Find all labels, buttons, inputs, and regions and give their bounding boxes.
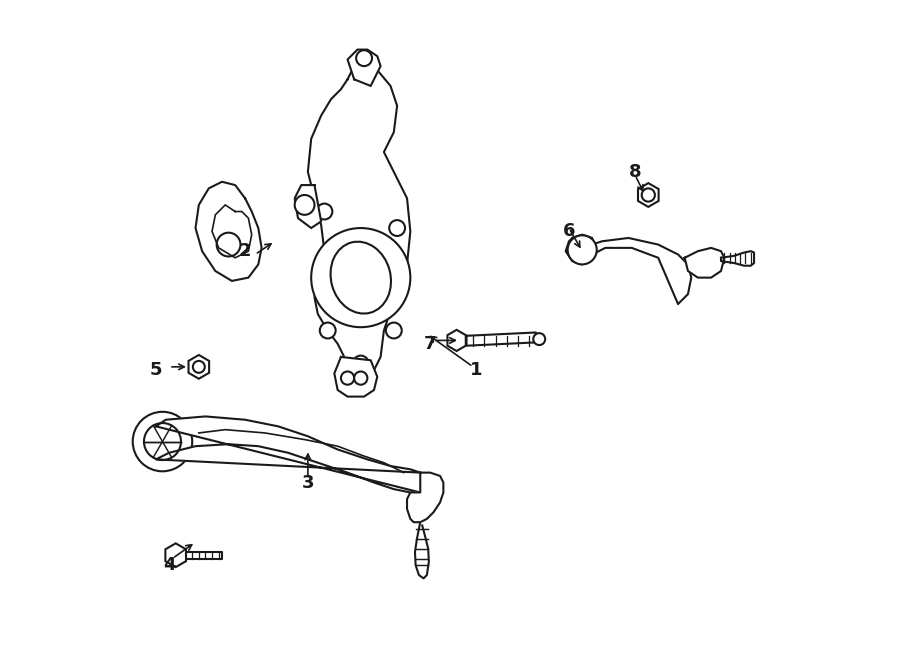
Circle shape bbox=[193, 361, 205, 373]
Polygon shape bbox=[721, 251, 754, 266]
Text: 6: 6 bbox=[562, 222, 575, 241]
Circle shape bbox=[132, 412, 193, 471]
Ellipse shape bbox=[330, 242, 391, 313]
Text: 1: 1 bbox=[470, 361, 482, 379]
Text: 7: 7 bbox=[424, 334, 436, 353]
Circle shape bbox=[568, 235, 597, 264]
Polygon shape bbox=[156, 416, 420, 492]
Polygon shape bbox=[347, 50, 381, 86]
Text: 3: 3 bbox=[302, 473, 314, 492]
Polygon shape bbox=[592, 238, 691, 304]
Polygon shape bbox=[334, 357, 377, 397]
Circle shape bbox=[317, 204, 332, 219]
Circle shape bbox=[144, 423, 181, 460]
Polygon shape bbox=[294, 185, 321, 228]
Polygon shape bbox=[447, 330, 466, 351]
Circle shape bbox=[389, 220, 405, 236]
Polygon shape bbox=[566, 235, 596, 264]
Circle shape bbox=[320, 323, 336, 338]
Text: 4: 4 bbox=[163, 556, 176, 574]
Circle shape bbox=[217, 233, 240, 256]
Circle shape bbox=[353, 356, 369, 371]
Polygon shape bbox=[195, 182, 262, 281]
Circle shape bbox=[311, 228, 410, 327]
Polygon shape bbox=[166, 543, 186, 567]
Polygon shape bbox=[685, 248, 724, 278]
Polygon shape bbox=[415, 522, 428, 578]
Circle shape bbox=[356, 50, 372, 66]
Circle shape bbox=[386, 323, 401, 338]
Circle shape bbox=[642, 188, 655, 202]
Polygon shape bbox=[188, 355, 209, 379]
Circle shape bbox=[355, 371, 367, 385]
Polygon shape bbox=[638, 183, 659, 207]
Text: 5: 5 bbox=[149, 361, 162, 379]
Circle shape bbox=[534, 333, 545, 345]
Polygon shape bbox=[185, 552, 222, 559]
Text: 2: 2 bbox=[238, 242, 251, 260]
Polygon shape bbox=[466, 332, 536, 346]
Polygon shape bbox=[308, 59, 410, 373]
Circle shape bbox=[294, 195, 314, 215]
Polygon shape bbox=[407, 473, 444, 522]
Circle shape bbox=[341, 371, 355, 385]
Text: 8: 8 bbox=[629, 163, 642, 181]
